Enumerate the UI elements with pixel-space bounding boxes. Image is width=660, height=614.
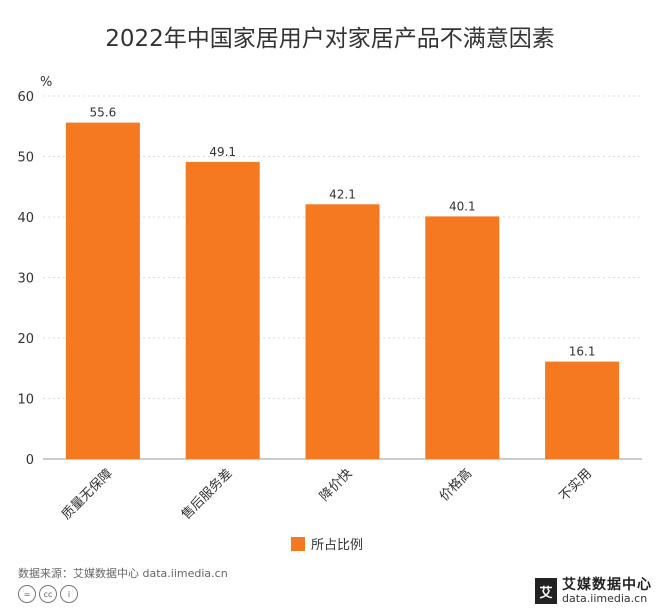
brand-url: data.iimedia.cn [562, 591, 648, 605]
chart-title: 2022年中国家居用户对家居产品不满意因素 [105, 26, 555, 52]
legend-label: 所占比例 [311, 538, 363, 553]
y-tick-label: 0 [26, 453, 34, 468]
bar [545, 361, 620, 459]
legend-swatch [291, 537, 305, 551]
x-tick-label: 价格高 [436, 466, 475, 505]
x-tick-label: 售后服务差 [178, 466, 235, 523]
bar [425, 216, 500, 459]
y-axis-ticks: 0 10 20 30 40 50 60 [17, 90, 34, 468]
x-tick-label: 降价快 [317, 466, 355, 504]
bar [305, 204, 380, 459]
data-label: 40.1 [449, 199, 476, 213]
data-label: 42.1 [329, 187, 356, 201]
y-tick-label: 10 [17, 393, 34, 408]
bar [65, 122, 140, 460]
brand-badge-icon: 艾 [535, 578, 557, 605]
legend: 所占比例 [291, 537, 363, 553]
y-tick-label: 30 [17, 272, 34, 287]
license-icons: = cc i [18, 585, 78, 603]
bar [185, 161, 260, 459]
data-label: 55.6 [90, 106, 117, 120]
bars: 55.6 49.1 42.1 40.1 16.1 [65, 106, 620, 460]
y-tick-label: 50 [17, 151, 34, 166]
x-axis-labels: 质量无保障 售后服务差 降价快 价格高 不实用 [59, 466, 595, 523]
brand-name: 艾媒数据中心 [562, 577, 652, 593]
y-axis-unit: % [40, 75, 52, 90]
cc-nd-icon: = [18, 585, 36, 603]
x-tick-label: 不实用 [557, 466, 595, 504]
x-tick-label: 质量无保障 [59, 466, 116, 523]
y-tick-label: 60 [17, 90, 34, 105]
data-label: 16.1 [569, 345, 596, 359]
cc-icon: cc [39, 585, 57, 603]
y-tick-label: 40 [17, 211, 34, 226]
data-label: 49.1 [209, 145, 236, 159]
y-tick-label: 20 [17, 332, 34, 347]
brand-logo: 艾 艾媒数据中心 data.iimedia.cn [535, 577, 652, 605]
source-note: 数据来源：艾媒数据中心 data.iimedia.cn [18, 567, 228, 580]
cc-by-icon: i [60, 585, 78, 603]
